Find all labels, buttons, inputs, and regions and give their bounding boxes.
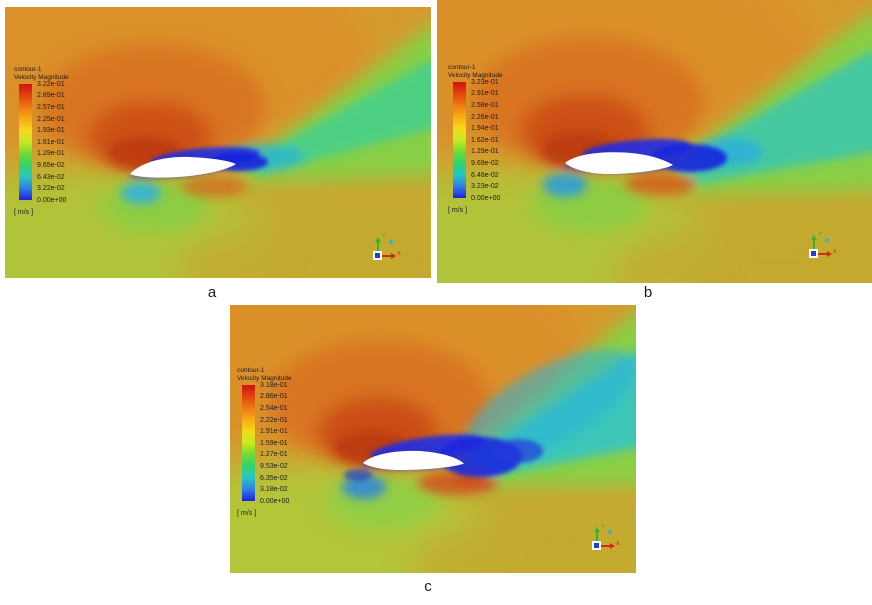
- legend-tick-label: 6.46e-02: [471, 171, 499, 179]
- colorbar-legend-b: contour-1 Velocity Magnitude 3.23e-01 2.9…: [448, 64, 503, 214]
- x-axis-arrow-icon: [827, 250, 832, 257]
- legend-unit: [ m/s ]: [237, 510, 257, 518]
- airfoil-b: [565, 152, 673, 175]
- legend-tick-label: 1.62e-01: [471, 136, 499, 144]
- legend-tick-label: 2.26e-01: [471, 113, 499, 121]
- legend-tick-labels: 3.18e-01 2.86e-01 2.54e-01 2.22e-01 1.91e-01…: [260, 380, 289, 508]
- x-axis-label: X: [616, 541, 620, 547]
- y-axis-label: Y: [601, 524, 605, 530]
- legend-tick-label: 0.00e+00: [471, 194, 501, 202]
- legend-tick-labels: 3.23e-01 2.91e-01 2.58e-01 2.26e-01 1.94e-01…: [471, 77, 500, 205]
- contour-panel-a: contour-1 Velocity Magnitude 3.22e-01 2.8…: [5, 7, 431, 278]
- x-axis-line: [382, 254, 391, 257]
- legend-tick-label: 2.54e-01: [260, 404, 288, 412]
- x-axis-label: X: [397, 251, 401, 257]
- legend-tick-label: 2.22e-01: [260, 416, 288, 424]
- legend-tick-labels: 3.22e-01 2.89e-01 2.57e-01 2.25e-01 1.93e-01…: [37, 79, 66, 207]
- z-axis-dot-icon: [825, 238, 829, 242]
- legend-variable-label: Velocity Magnitude: [237, 375, 292, 382]
- colorbar-legend-a: contour-1 Velocity Magnitude 3.22e-01 2.8…: [14, 66, 69, 216]
- panel-caption-b: b: [643, 284, 653, 301]
- z-axis-origin-icon: [373, 251, 382, 260]
- legend-tick-label: 2.91e-01: [471, 90, 499, 98]
- legend-tick-label: 0.00e+00: [37, 196, 67, 204]
- legend-title: contour-1: [237, 367, 265, 374]
- legend-tick-label: 9.53e-02: [260, 462, 288, 470]
- x-axis-line: [601, 544, 610, 547]
- colorbar: [453, 82, 466, 198]
- axis-triad-c: Y X: [584, 524, 624, 557]
- legend-tick-label: 3.18e-02: [260, 486, 288, 494]
- legend-tick-label: 3.18e-01: [260, 381, 288, 389]
- legend-tick-label: 3.23e-01: [471, 78, 499, 86]
- legend-unit: [ m/s ]: [448, 207, 468, 215]
- legend-variable-label: Velocity Magnitude: [448, 72, 503, 79]
- x-axis-arrow-icon: [391, 252, 396, 259]
- panel-caption-a: a: [207, 284, 217, 301]
- airfoil-c: [363, 450, 464, 471]
- y-axis-arrow-icon: [810, 235, 817, 240]
- z-axis-dot-icon: [608, 530, 612, 534]
- x-axis-arrow-icon: [610, 542, 615, 549]
- legend-tick-label: 2.25e-01: [37, 115, 65, 123]
- legend-tick-label: 2.89e-01: [37, 92, 65, 100]
- colorbar-legend-c: contour-1 Velocity Magnitude 3.18e-01 2.8…: [237, 367, 292, 517]
- z-axis-origin-icon: [592, 541, 601, 550]
- y-axis-line: [812, 239, 815, 249]
- contour-panel-c: contour-1 Velocity Magnitude 3.18e-01 2.8…: [230, 305, 636, 573]
- legend-tick-label: 6.35e-02: [260, 474, 288, 482]
- z-axis-origin-icon: [809, 249, 818, 258]
- legend-tick-label: 3.22e-01: [37, 80, 65, 88]
- legend-title: contour-1: [448, 64, 476, 71]
- y-axis-label: Y: [818, 232, 822, 238]
- legend-tick-label: 9.65e-02: [37, 161, 65, 169]
- legend-tick-label: 0.00e+00: [260, 497, 290, 505]
- legend-tick-label: 2.57e-01: [37, 103, 65, 111]
- legend-variable-label: Velocity Magnitude: [14, 74, 69, 81]
- legend-tick-label: 3.22e-02: [37, 185, 65, 193]
- legend-tick-label: 9.69e-02: [471, 159, 499, 167]
- velocity-contour-field-c: [230, 305, 636, 573]
- colorbar: [242, 385, 255, 501]
- velocity-contour-field-b: [437, 0, 872, 283]
- y-axis-line: [376, 241, 379, 251]
- axis-triad-a: Y X: [365, 234, 405, 267]
- legend-tick-label: 1.61e-01: [37, 138, 65, 146]
- legend-unit: [ m/s ]: [14, 209, 34, 217]
- legend-tick-label: 3.23e-02: [471, 183, 499, 191]
- legend-tick-label: 1.29e-01: [471, 148, 499, 156]
- legend-tick-label: 1.93e-01: [37, 127, 65, 135]
- legend-tick-label: 2.58e-01: [471, 101, 499, 109]
- legend-tick-label: 1.27e-01: [260, 451, 288, 459]
- legend-tick-label: 1.91e-01: [260, 428, 288, 436]
- z-axis-dot-icon: [389, 240, 393, 244]
- legend-tick-label: 1.29e-01: [37, 150, 65, 158]
- airfoil-a: [130, 156, 236, 178]
- legend-tick-label: 1.59e-01: [260, 439, 288, 447]
- panel-caption-c: c: [424, 578, 432, 595]
- velocity-contour-field-a: [5, 7, 431, 278]
- legend-tick-label: 2.86e-01: [260, 393, 288, 401]
- legend-title: contour-1: [14, 66, 42, 73]
- axis-triad-b: Y X: [801, 232, 841, 265]
- legend-tick-label: 6.43e-02: [37, 173, 65, 181]
- y-axis-line: [595, 531, 598, 541]
- y-axis-arrow-icon: [593, 527, 600, 532]
- y-axis-label: Y: [382, 234, 386, 240]
- x-axis-line: [818, 252, 827, 255]
- colorbar: [19, 84, 32, 200]
- y-axis-arrow-icon: [374, 237, 381, 242]
- x-axis-label: X: [833, 249, 837, 255]
- contour-panel-b: contour-1 Velocity Magnitude 3.23e-01 2.9…: [437, 0, 872, 283]
- legend-tick-label: 1.94e-01: [471, 125, 499, 133]
